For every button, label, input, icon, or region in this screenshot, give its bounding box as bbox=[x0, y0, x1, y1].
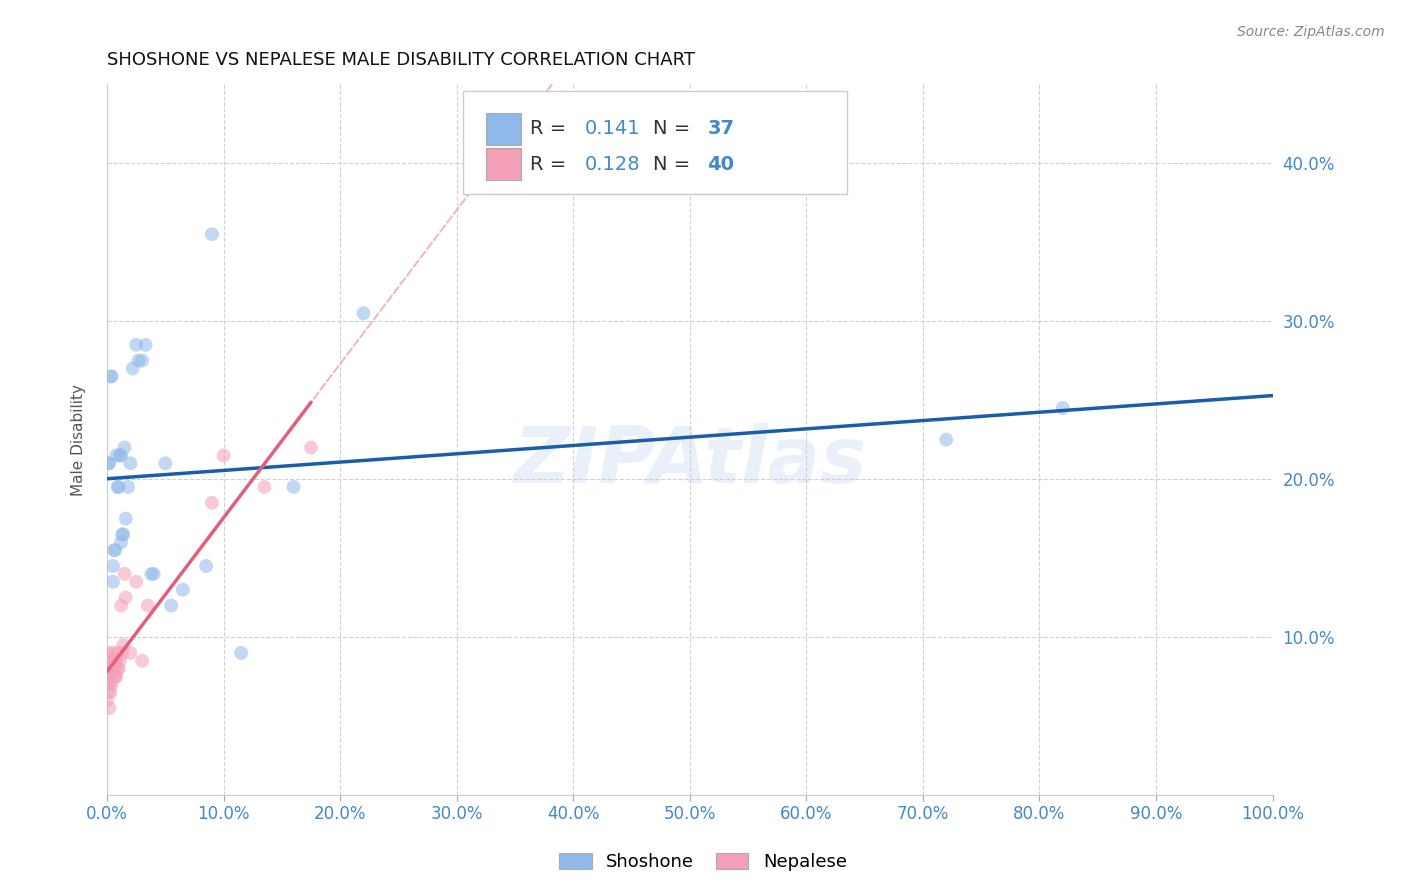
Point bbox=[105, 449, 128, 463]
Point bbox=[100, 654, 122, 668]
Text: 0.141: 0.141 bbox=[585, 120, 641, 138]
Point bbox=[117, 480, 139, 494]
Text: 40: 40 bbox=[707, 155, 734, 174]
FancyBboxPatch shape bbox=[486, 148, 520, 180]
Text: N =: N = bbox=[652, 155, 696, 174]
Point bbox=[120, 646, 142, 660]
Point bbox=[107, 646, 129, 660]
Point bbox=[114, 591, 136, 605]
Point bbox=[100, 685, 122, 699]
FancyBboxPatch shape bbox=[463, 91, 848, 194]
Point bbox=[120, 456, 142, 470]
Point bbox=[97, 662, 120, 676]
Point bbox=[1052, 401, 1074, 415]
Point bbox=[101, 574, 124, 589]
Point bbox=[201, 496, 224, 510]
Point bbox=[160, 599, 183, 613]
Point bbox=[97, 669, 120, 683]
Point bbox=[299, 441, 322, 455]
Y-axis label: Male Disability: Male Disability bbox=[72, 384, 86, 496]
Point bbox=[100, 369, 122, 384]
Text: N =: N = bbox=[652, 120, 696, 138]
Point bbox=[125, 338, 148, 352]
Point bbox=[97, 456, 120, 470]
Legend: Shoshone, Nepalese: Shoshone, Nepalese bbox=[553, 846, 853, 879]
Point bbox=[100, 669, 122, 683]
Point bbox=[107, 662, 129, 676]
Point bbox=[96, 693, 118, 707]
Point bbox=[104, 669, 127, 683]
Point bbox=[108, 449, 131, 463]
Point bbox=[172, 582, 194, 597]
Text: 37: 37 bbox=[707, 120, 734, 138]
Point bbox=[97, 685, 120, 699]
Point bbox=[114, 566, 136, 581]
Text: R =: R = bbox=[530, 120, 572, 138]
Point bbox=[105, 669, 128, 683]
Point bbox=[111, 527, 134, 541]
Point bbox=[142, 566, 165, 581]
Point bbox=[131, 353, 153, 368]
Point bbox=[114, 441, 136, 455]
Point bbox=[125, 574, 148, 589]
Point bbox=[110, 535, 132, 549]
Point bbox=[201, 227, 224, 242]
Point bbox=[128, 353, 150, 368]
Point bbox=[104, 543, 127, 558]
Point bbox=[98, 456, 121, 470]
Text: R =: R = bbox=[530, 155, 572, 174]
Point bbox=[112, 638, 135, 652]
Point bbox=[108, 654, 131, 668]
Point bbox=[97, 646, 120, 660]
Point bbox=[141, 566, 163, 581]
Point bbox=[101, 559, 124, 574]
Point bbox=[101, 646, 124, 660]
Point bbox=[283, 480, 305, 494]
Point bbox=[103, 669, 125, 683]
Point bbox=[212, 449, 235, 463]
Point bbox=[131, 654, 153, 668]
Point bbox=[98, 654, 121, 668]
Point bbox=[103, 543, 125, 558]
Point bbox=[98, 701, 121, 715]
Point bbox=[105, 654, 128, 668]
Point bbox=[111, 646, 134, 660]
Text: ZIPAtlas: ZIPAtlas bbox=[513, 423, 866, 499]
Point bbox=[107, 662, 129, 676]
Point bbox=[110, 449, 132, 463]
Point bbox=[136, 599, 159, 613]
Point bbox=[110, 599, 132, 613]
Point bbox=[107, 480, 129, 494]
Text: SHOSHONE VS NEPALESE MALE DISABILITY CORRELATION CHART: SHOSHONE VS NEPALESE MALE DISABILITY COR… bbox=[107, 51, 695, 69]
Point bbox=[114, 511, 136, 525]
Point bbox=[100, 654, 122, 668]
Text: Source: ZipAtlas.com: Source: ZipAtlas.com bbox=[1237, 25, 1385, 39]
Point bbox=[195, 559, 218, 574]
Point bbox=[96, 662, 118, 676]
Point bbox=[98, 677, 121, 691]
Point bbox=[353, 306, 375, 320]
Point bbox=[101, 662, 124, 676]
Point bbox=[100, 677, 122, 691]
Point bbox=[100, 369, 122, 384]
FancyBboxPatch shape bbox=[486, 112, 520, 145]
Point bbox=[103, 662, 125, 676]
Text: 0.128: 0.128 bbox=[585, 155, 641, 174]
Point bbox=[935, 433, 957, 447]
Point bbox=[112, 527, 135, 541]
Point bbox=[135, 338, 157, 352]
Point bbox=[104, 654, 127, 668]
Point bbox=[96, 677, 118, 691]
Point bbox=[155, 456, 177, 470]
Point bbox=[229, 646, 252, 660]
Point bbox=[121, 361, 143, 376]
Point bbox=[253, 480, 276, 494]
Point bbox=[107, 480, 129, 494]
